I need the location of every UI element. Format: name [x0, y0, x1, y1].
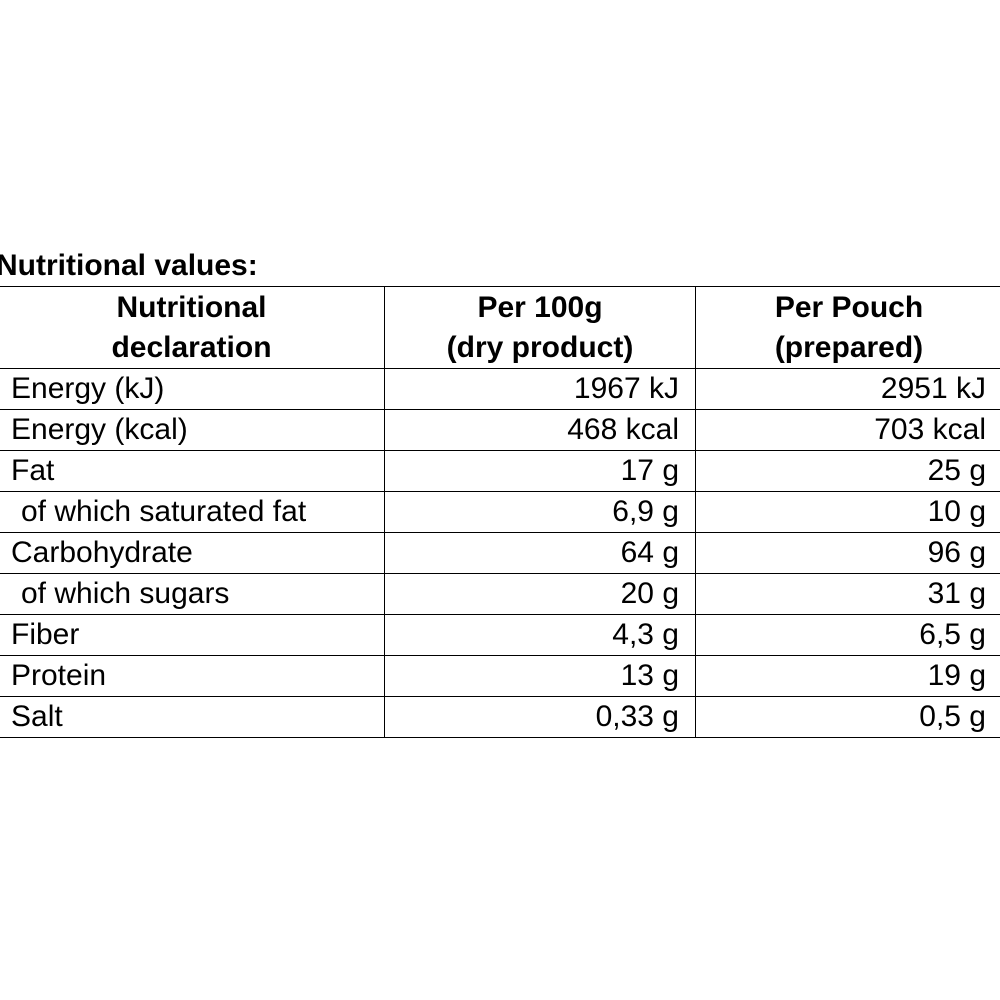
per-100g-value: 13 g [384, 655, 696, 697]
header-nutritional-declaration: Nutritional declaration [0, 286, 385, 369]
per-100g-value: 64 g [384, 532, 696, 574]
per-100g-value: 4,3 g [384, 614, 696, 656]
header-line: (prepared) [774, 330, 924, 364]
per-100g-value: 20 g [384, 573, 696, 615]
header-row: Nutritional declaration Per 100g (dry pr… [0, 286, 1000, 369]
table-row: of which sugars 20 g 31 g [0, 573, 1000, 615]
table-row: of which saturated fat 6,9 g 10 g [0, 491, 1000, 533]
per-100g-value: 17 g [384, 450, 696, 492]
per-100g-value: 468 kcal [384, 409, 696, 451]
per-pouch-value: 10 g [695, 491, 1000, 533]
header-per-100g: Per 100g (dry product) [384, 286, 696, 369]
table-row: Carbohydrate 64 g 96 g [0, 532, 1000, 574]
header-per-pouch: Per Pouch (prepared) [695, 286, 1000, 369]
per-pouch-value: 96 g [695, 532, 1000, 574]
table-row: Protein 13 g 19 g [0, 655, 1000, 697]
per-100g-value: 6,9 g [384, 491, 696, 533]
per-100g-value: 0,33 g [384, 696, 696, 738]
table-row: Salt 0,33 g 0,5 g [0, 696, 1000, 738]
row-label: Protein [0, 655, 385, 697]
header-line: Per Pouch [774, 290, 924, 324]
header-line: (dry product) [446, 330, 634, 364]
header-line: declaration [111, 330, 272, 364]
per-pouch-value: 25 g [695, 450, 1000, 492]
per-pouch-value: 6,5 g [695, 614, 1000, 656]
header-line: Per 100g [477, 290, 603, 324]
per-100g-value: 1967 kJ [384, 368, 696, 410]
row-label: Salt [0, 696, 385, 738]
row-label: of which saturated fat [0, 491, 385, 533]
per-pouch-value: 703 kcal [695, 409, 1000, 451]
per-pouch-value: 19 g [695, 655, 1000, 697]
row-label: Carbohydrate [0, 532, 385, 574]
row-label: Fiber [0, 614, 385, 656]
table-row: Energy (kcal) 468 kcal 703 kcal [0, 409, 1000, 451]
table-row: Energy (kJ) 1967 kJ 2951 kJ [0, 368, 1000, 410]
header-line: Nutritional [116, 290, 267, 324]
row-label: Energy (kcal) [0, 409, 385, 451]
table-title: Nutritional values: [0, 249, 258, 282]
row-label: Fat [0, 450, 385, 492]
nutrition-table: Nutritional declaration Per 100g (dry pr… [0, 286, 1000, 738]
row-label: Energy (kJ) [0, 368, 385, 410]
table-row: Fiber 4,3 g 6,5 g [0, 614, 1000, 656]
per-pouch-value: 31 g [695, 573, 1000, 615]
table-row: Fat 17 g 25 g [0, 450, 1000, 492]
row-label: of which sugars [0, 573, 385, 615]
per-pouch-value: 2951 kJ [695, 368, 1000, 410]
per-pouch-value: 0,5 g [695, 696, 1000, 738]
